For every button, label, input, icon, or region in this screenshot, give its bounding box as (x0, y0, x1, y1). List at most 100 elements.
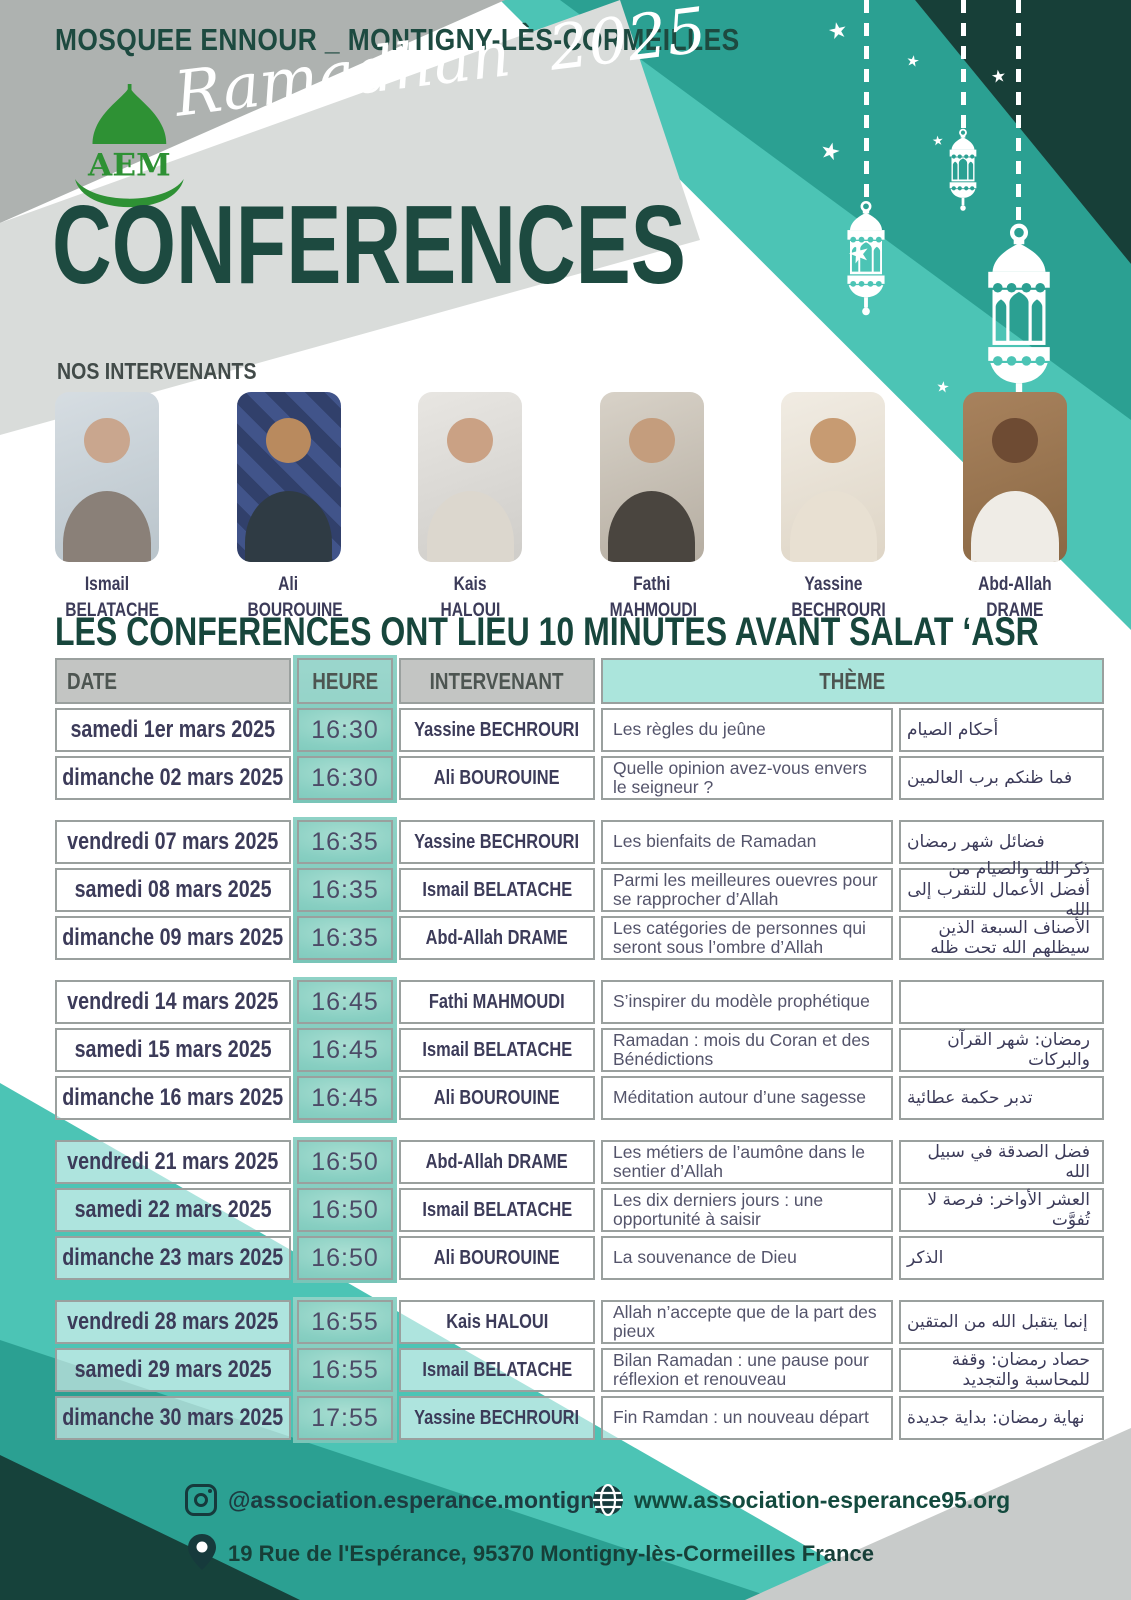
header-heure: HEURE (297, 658, 393, 704)
speaker-photo (236, 392, 341, 562)
table-cell-theme-fr: Les dix derniers jours : une opportunité… (601, 1188, 893, 1232)
header-heure-text: HEURE (311, 667, 379, 694)
speaker-name: Ali BOUROUINE (237, 572, 343, 624)
speaker-name: Ismail BELATACHE (55, 572, 159, 624)
speaker-photo (781, 392, 886, 562)
schedule-heading: LES CONFERENCES ONT LIEU 10 MINUTES AVAN… (55, 610, 1131, 655)
table-cell-intervenant: Kais HALOUI (399, 1300, 595, 1344)
header-date-text: DATE (67, 667, 117, 694)
table-cell-theme-ar: الذكر (899, 1236, 1104, 1280)
table-cell-intervenant: Yassine BECHROURI (399, 820, 595, 864)
address-text: 19 Rue de l'Espérance, 95370 Montigny-lè… (228, 1541, 874, 1566)
table-cell-theme-ar: إنما يتقبل الله من المتقين (899, 1300, 1104, 1344)
table-cell-theme-fr: Fin Ramdan : un nouveau départ (601, 1396, 893, 1440)
table-cell-date: dimanche 02 mars 2025 (55, 756, 291, 800)
speaker-card: Ismail BELATACHE (55, 392, 159, 624)
speaker-card: Fathi MAHMOUDI (599, 392, 704, 624)
table-cell-intervenant: Ismail BELATACHE (399, 1028, 595, 1072)
speakers-heading: NOS INTERVENANTS (57, 358, 292, 385)
table-cell-intervenant: Ismail BELATACHE (399, 868, 595, 912)
table-cell-theme-fr: La souvenance de Dieu (601, 1236, 893, 1280)
table-cell-heure-text: 16:50 (311, 1243, 379, 1272)
table-cell-intervenant-text: Ismail BELATACHE (422, 1358, 572, 1381)
speaker-name: Kais HALOUI (418, 572, 522, 624)
table-cell-theme-ar: العشر الأواخر: فرصة لا تُفوَّت (899, 1188, 1104, 1232)
table-cell-intervenant-text: Yassine BECHROURI (414, 718, 580, 741)
table-cell-heure-text: 16:45 (311, 1035, 379, 1064)
schedule-heading-text: LES CONFERENCES ONT LIEU 10 MINUTES AVAN… (55, 610, 1039, 654)
table-cell-heure-text: 16:35 (311, 875, 379, 904)
table-cell-date-text: samedi 22 mars 2025 (74, 1196, 272, 1223)
table-cell-intervenant-text: Kais HALOUI (445, 1310, 549, 1333)
table-cell-theme-ar: فضل الصدقة في سبيل الله (899, 1140, 1104, 1184)
speaker-name: Abd-Allah DRAME (963, 572, 1067, 624)
table-cell-date-text: vendredi 21 mars 2025 (67, 1148, 279, 1175)
table-cell-heure: 16:35 (297, 820, 393, 864)
table-cell-intervenant: Abd-Allah DRAME (399, 1140, 595, 1184)
main-title-text: CONFERENCES (52, 183, 686, 307)
speaker-first-name: Fathi (633, 574, 671, 595)
speaker-first-name: Kais (453, 574, 487, 595)
instagram-handle: @association.esperance.montigny (228, 1487, 608, 1513)
table-cell-theme-fr: Allah n’accepte que de la part des pieux (601, 1300, 893, 1344)
table-cell-intervenant: Yassine BECHROURI (399, 1396, 595, 1440)
org-title: MOSQUEE ENNOUR _ MONTIGNY-LÈS-CORMEILLES (55, 22, 860, 58)
speaker-name: Fathi MAHMOUDI (600, 572, 704, 624)
schedule-table: DATE HEURE INTERVENANT THÈME samedi 1er … (55, 655, 1104, 1443)
table-cell-intervenant: Ismail BELATACHE (399, 1348, 595, 1392)
table-cell-theme-ar: فما ظنكم برب العالمين (899, 756, 1104, 800)
globe-icon (593, 1484, 623, 1516)
speaker-card: Kais HALOUI (418, 392, 523, 624)
instagram-icon (185, 1484, 217, 1516)
table-cell-date-text: vendredi 14 mars 2025 (67, 988, 279, 1015)
aem-logo: AEM (75, 84, 184, 208)
table-cell-theme-fr: Parmi les meilleures ouevres pour se rap… (601, 868, 893, 912)
table-cell-heure-text: 16:55 (311, 1355, 379, 1384)
table-cell-theme-ar: الأصناف السبعة الذين سيظلهم الله تحت ظله (899, 916, 1104, 960)
speaker-last-name: BELATACHE (65, 600, 160, 621)
table-cell-intervenant-text: Yassine BECHROURI (414, 1406, 580, 1429)
table-cell-theme-fr: Les règles du jeûne (601, 708, 893, 752)
table-cell-heure-text: 16:50 (311, 1195, 379, 1224)
speaker-name: Yassine BECHROURI (781, 572, 886, 624)
table-cell-theme-fr: Les catégories de personnes qui seront s… (601, 916, 893, 960)
table-cell-heure: 16:45 (297, 1028, 393, 1072)
header-intervenant: INTERVENANT (399, 658, 595, 704)
table-cell-theme-ar: نهاية رمضان: بداية جديدة (899, 1396, 1104, 1440)
speaker-last-name: BOUROUINE (247, 600, 343, 621)
table-cell-heure-text: 16:45 (311, 987, 379, 1016)
table-cell-heure-text: 16:50 (311, 1147, 379, 1176)
table-cell-intervenant-text: Abd-Allah DRAME (425, 926, 569, 949)
header-date: DATE (55, 658, 291, 704)
table-cell-intervenant: Abd-Allah DRAME (399, 916, 595, 960)
table-cell-intervenant: Ali BOUROUINE (399, 1076, 595, 1120)
schedule-group: vendredi 14 mars 2025 16:45 Fathi MAHMOU… (55, 977, 1104, 1123)
table-cell-theme-ar: فضائل شهر رمضان (899, 820, 1104, 864)
schedule-group: vendredi 28 mars 2025 16:55 Kais HALOUI … (55, 1297, 1104, 1443)
table-cell-intervenant: Ali BOUROUINE (399, 756, 595, 800)
speaker-first-name: Abd-Allah (978, 574, 1052, 595)
table-cell-intervenant-text: Ismail BELATACHE (422, 1038, 572, 1061)
speaker-card: Abd-Allah DRAME (962, 392, 1067, 624)
table-cell-intervenant: Yassine BECHROURI (399, 708, 595, 752)
speaker-first-name: Ali (278, 574, 299, 595)
speakers-row: Ismail BELATACHE Ali BOUROUINE Kais HALO… (55, 392, 1067, 624)
table-cell-heure-text: 16:30 (311, 715, 379, 744)
table-cell-heure: 16:45 (297, 1076, 393, 1120)
table-cell-theme-fr: S’inspirer du modèle prophétique (601, 980, 893, 1024)
table-cell-date: samedi 15 mars 2025 (55, 1028, 291, 1072)
table-cell-date-text: dimanche 30 mars 2025 (62, 1404, 284, 1431)
table-cell-heure: 16:35 (297, 916, 393, 960)
table-cell-theme-fr: Quelle opinion avez-vous envers le seign… (601, 756, 893, 800)
table-cell-date: vendredi 28 mars 2025 (55, 1300, 291, 1344)
table-cell-intervenant-text: Yassine BECHROURI (414, 830, 580, 853)
speaker-first-name: Yassine (804, 574, 863, 595)
table-cell-date-text: dimanche 02 mars 2025 (62, 764, 284, 791)
table-cell-heure-text: 16:55 (311, 1307, 379, 1336)
speaker-photo (599, 392, 704, 562)
aem-logo-text: AEM (87, 147, 171, 183)
table-cell-heure-text: 16:35 (311, 923, 379, 952)
table-cell-date: dimanche 16 mars 2025 (55, 1076, 291, 1120)
schedule-group: DATE HEURE INTERVENANT THÈME samedi 1er … (55, 655, 1104, 803)
lantern-chain (1016, 0, 1021, 224)
